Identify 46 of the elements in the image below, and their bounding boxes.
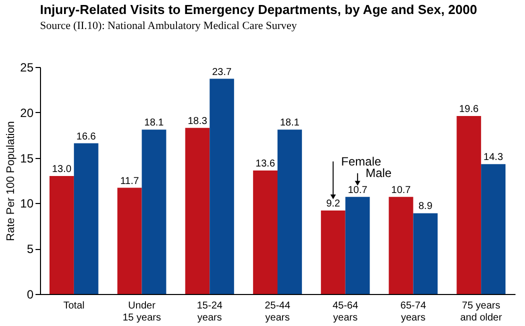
x-tick-label: 75 years and older [460,300,503,324]
data-label: 11.7 [120,176,140,187]
bar [388,196,414,294]
bar [481,164,506,294]
y-tick-label: 0 [26,288,34,302]
x-tick-label: Total [63,300,84,312]
data-label: 19.6 [459,104,480,116]
x-tick-label: 45-64 years [332,300,359,324]
data-label: 9.2 [326,198,341,210]
y-axis-title: Rate Per 100 Population [5,121,18,241]
y-tick-label: 20 [20,106,34,120]
x-tick-label: Under 15 years [122,300,161,324]
data-label: 16.6 [76,131,96,142]
bar [117,188,142,294]
bar [50,176,74,294]
data-label: 18.3 [188,116,208,127]
data-label: 23.7 [212,66,232,78]
chart-subtitle: Source (II.10): National Ambulatory Medical Care Survey [40,20,298,32]
bar [210,78,234,294]
bar [413,213,438,294]
bar [345,196,370,294]
data-label: 14.3 [484,152,504,164]
y-tick-label: 15 [20,151,34,166]
bar [320,210,346,294]
y-tick-label: 5 [26,242,34,256]
data-label: 18.1 [144,118,164,129]
bar [142,130,166,294]
bar [278,130,302,294]
series-label: Male [366,166,392,180]
y-tick-label: 10 [20,196,34,211]
bar [185,128,210,294]
bar [74,143,98,294]
x-tick-label: 15-24 years [196,300,223,324]
bar [456,116,482,294]
data-label: 10.7 [348,184,368,196]
x-tick-label: 25-44 years [264,300,291,324]
chart-title: Injury-Related Visits to Emergency Departments, by Age and Sex, 2000 [40,2,478,17]
x-tick-label: 65-74 years [400,300,426,324]
data-label: 8.9 [418,201,433,212]
data-label: 13.6 [256,158,276,170]
data-label: 13.0 [52,164,72,175]
data-label: 10.7 [391,184,412,196]
y-tick-label: 25 [20,60,34,74]
bar [253,170,278,294]
text: Female [341,154,382,168]
data-label: 18.1 [280,118,300,129]
